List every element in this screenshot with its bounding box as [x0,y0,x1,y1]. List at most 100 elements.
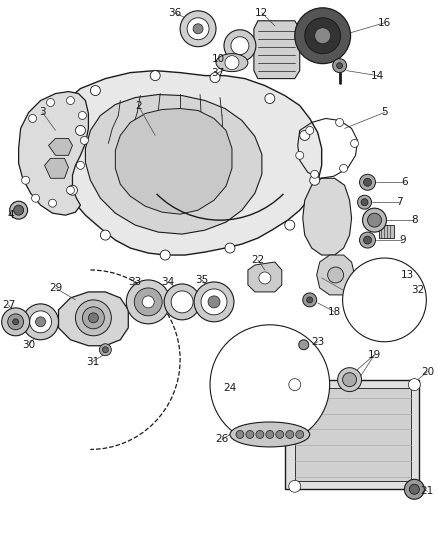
Circle shape [2,308,30,336]
Circle shape [46,99,54,107]
Polygon shape [285,379,419,489]
Polygon shape [317,382,326,391]
Circle shape [408,480,420,492]
Text: 16: 16 [378,18,391,28]
Circle shape [67,96,74,104]
Polygon shape [269,393,278,402]
Circle shape [367,213,381,227]
Circle shape [332,59,346,72]
Circle shape [236,431,244,439]
Polygon shape [305,406,314,415]
Circle shape [408,378,420,391]
Text: 35: 35 [195,275,208,285]
Circle shape [10,201,28,219]
Text: 37: 37 [212,68,225,78]
Text: 22: 22 [251,255,265,265]
Circle shape [67,186,74,194]
Circle shape [67,185,78,195]
Polygon shape [303,178,352,255]
Circle shape [289,378,301,391]
Circle shape [187,18,209,40]
Circle shape [77,161,85,169]
Circle shape [210,325,330,445]
Circle shape [142,296,154,308]
Polygon shape [245,370,254,378]
Circle shape [210,72,220,83]
Text: 21: 21 [421,486,434,496]
Circle shape [160,250,170,260]
Circle shape [180,11,216,47]
Circle shape [337,63,343,69]
Circle shape [295,8,350,63]
Circle shape [150,71,160,80]
Circle shape [299,340,309,350]
Circle shape [21,176,30,184]
Polygon shape [257,393,266,402]
Circle shape [305,18,341,54]
Circle shape [8,314,24,330]
Polygon shape [293,406,302,415]
Circle shape [201,289,227,315]
Text: 9: 9 [399,235,406,245]
Polygon shape [245,382,254,391]
Circle shape [310,175,320,185]
Polygon shape [352,285,385,312]
Polygon shape [281,370,290,378]
Text: 29: 29 [49,283,62,293]
Circle shape [171,291,193,313]
Polygon shape [281,406,290,415]
Text: 27: 27 [2,300,15,310]
Polygon shape [257,406,266,415]
Text: 10: 10 [212,54,225,63]
Text: 5: 5 [381,108,388,117]
Circle shape [28,115,37,123]
Text: 24: 24 [223,383,237,393]
Polygon shape [305,382,314,391]
Circle shape [164,284,200,320]
Polygon shape [85,94,262,234]
Circle shape [23,304,59,340]
Circle shape [360,174,375,190]
Circle shape [296,431,304,439]
Polygon shape [257,382,266,391]
Circle shape [32,194,39,202]
Circle shape [194,282,234,322]
Text: 32: 32 [411,285,424,295]
Polygon shape [293,370,302,378]
Polygon shape [54,71,321,255]
Polygon shape [254,21,300,78]
Ellipse shape [230,422,310,447]
Circle shape [30,311,52,333]
Circle shape [14,205,24,215]
Circle shape [314,28,331,44]
Polygon shape [19,92,88,215]
Circle shape [404,479,424,499]
Circle shape [300,131,310,140]
Circle shape [361,199,368,206]
Circle shape [246,431,254,439]
Polygon shape [59,292,128,346]
Ellipse shape [216,54,248,71]
Polygon shape [305,370,314,378]
Polygon shape [115,109,232,214]
Circle shape [285,220,295,230]
Text: 3: 3 [39,108,46,117]
Circle shape [99,344,111,356]
Text: 31: 31 [86,357,99,367]
Text: 4: 4 [7,210,14,220]
Polygon shape [248,262,282,292]
Polygon shape [281,393,290,402]
Circle shape [306,126,314,134]
Polygon shape [269,370,278,378]
Text: 19: 19 [368,350,381,360]
Polygon shape [269,382,278,391]
Circle shape [225,243,235,253]
Polygon shape [317,393,326,402]
Circle shape [224,30,256,62]
Circle shape [360,232,375,248]
Circle shape [81,136,88,144]
Circle shape [265,94,275,103]
Text: 6: 6 [401,177,408,187]
Circle shape [410,484,419,494]
Circle shape [276,431,284,439]
